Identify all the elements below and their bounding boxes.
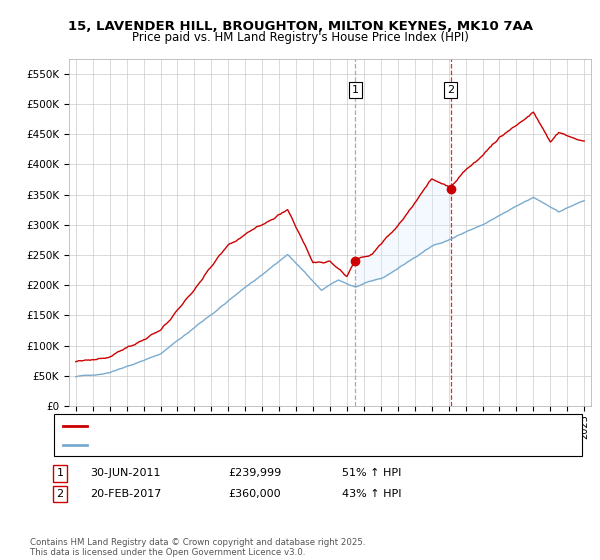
Text: 2: 2 (447, 85, 454, 95)
Text: 15, LAVENDER HILL, BROUGHTON, MILTON KEYNES, MK10 7AA (semi-detached house): 15, LAVENDER HILL, BROUGHTON, MILTON KEY… (91, 421, 513, 431)
Text: Contains HM Land Registry data © Crown copyright and database right 2025.
This d: Contains HM Land Registry data © Crown c… (30, 538, 365, 557)
Text: 2: 2 (56, 489, 64, 499)
Text: £360,000: £360,000 (228, 489, 281, 499)
Text: 1: 1 (56, 468, 64, 478)
Text: 1: 1 (352, 85, 359, 95)
Text: HPI: Average price, semi-detached house, Milton Keynes: HPI: Average price, semi-detached house,… (91, 440, 367, 450)
Text: £239,999: £239,999 (228, 468, 281, 478)
Text: 51% ↑ HPI: 51% ↑ HPI (342, 468, 401, 478)
Text: 20-FEB-2017: 20-FEB-2017 (90, 489, 161, 499)
Text: 43% ↑ HPI: 43% ↑ HPI (342, 489, 401, 499)
Text: 30-JUN-2011: 30-JUN-2011 (90, 468, 161, 478)
Text: 15, LAVENDER HILL, BROUGHTON, MILTON KEYNES, MK10 7AA: 15, LAVENDER HILL, BROUGHTON, MILTON KEY… (67, 20, 533, 32)
Text: Price paid vs. HM Land Registry's House Price Index (HPI): Price paid vs. HM Land Registry's House … (131, 31, 469, 44)
